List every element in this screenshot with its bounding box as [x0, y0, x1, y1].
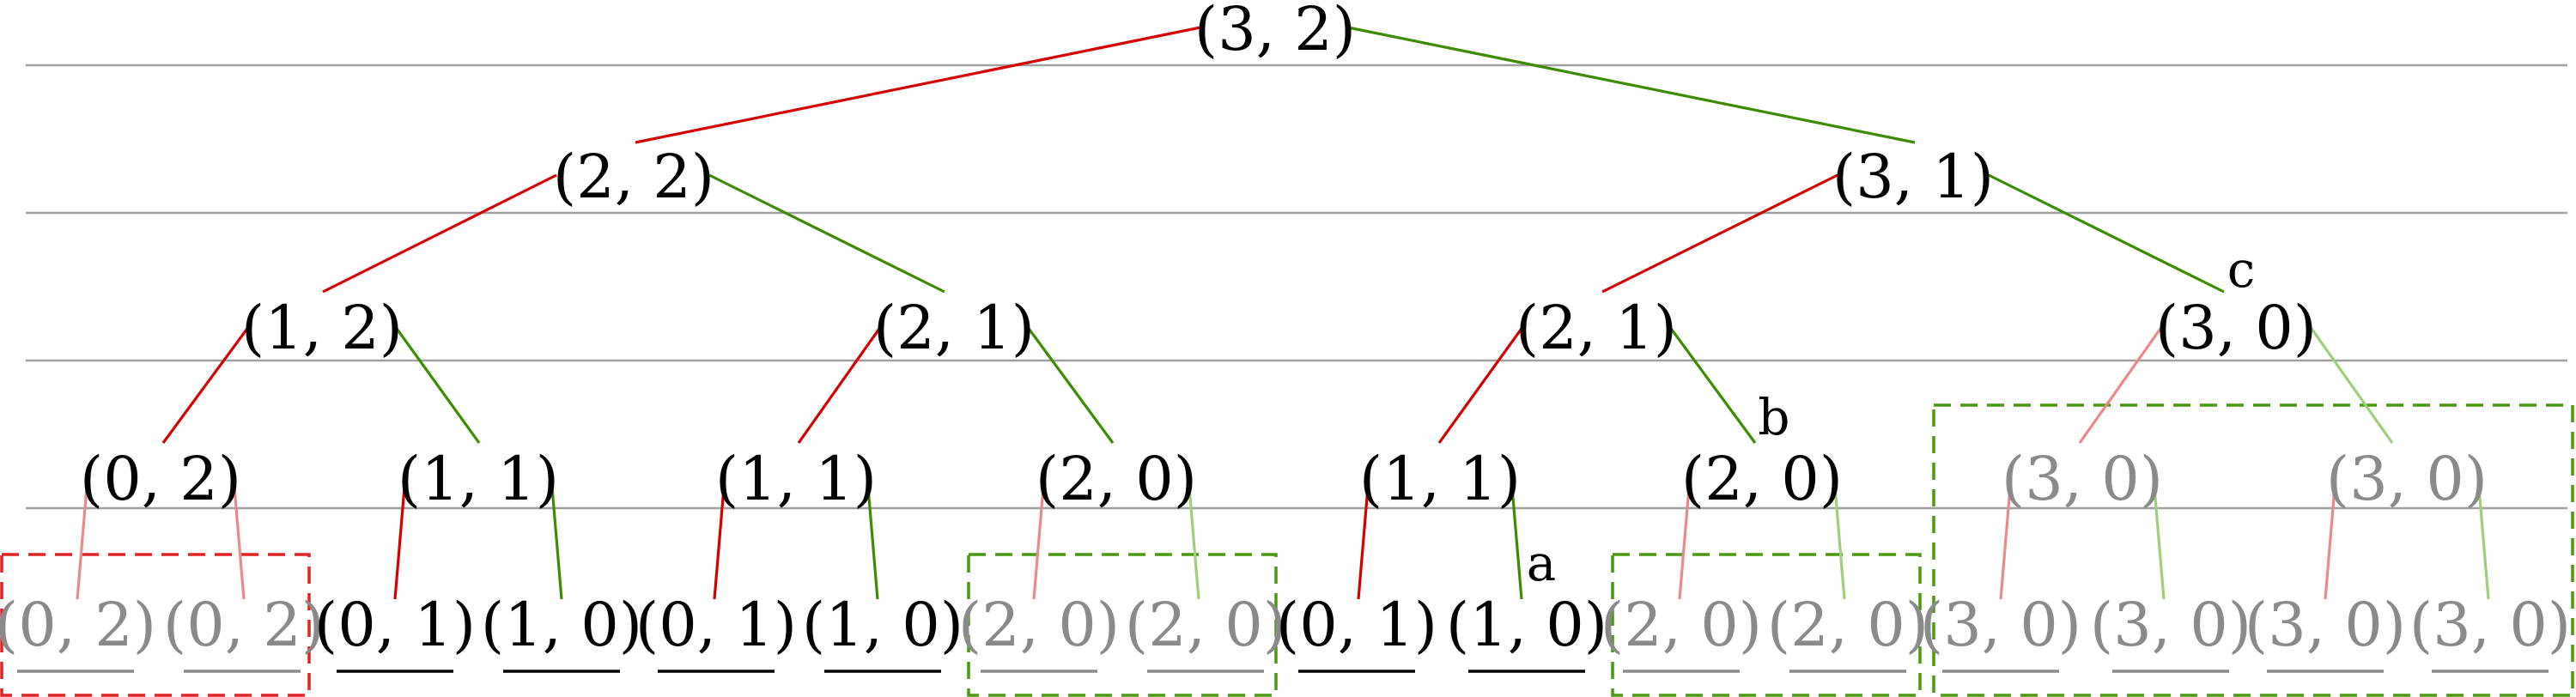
level-lines	[26, 64, 2567, 510]
node-l3-3: (2, 0)	[1036, 444, 1197, 514]
tree-nodes: (3, 2) (2, 2) (3, 1) (1, 2) (2, 1) (2, 1…	[0, 0, 2571, 660]
node-l4-9: (1, 0)	[1446, 590, 1607, 660]
node-l2-3: (3, 0)	[2155, 293, 2317, 363]
node-l4-8: (0, 1)	[1276, 590, 1437, 660]
label-b: b	[1758, 388, 1789, 446]
node-l3-0: (0, 2)	[80, 444, 241, 514]
edge-l3-4-right	[1510, 476, 1523, 600]
edge-l3-3-left	[1032, 476, 1046, 600]
green-dashed-box-2	[1611, 553, 1922, 697]
edge-l3-7-left	[2324, 476, 2337, 600]
edge-l2-1-right	[1025, 325, 1115, 444]
label-a: a	[1527, 534, 1557, 592]
dashed-boxes	[0, 403, 2574, 697]
edge-l3-5-right	[1832, 476, 1846, 600]
edge-l3-2-left	[713, 476, 726, 600]
node-l2-1: (2, 1)	[873, 293, 1035, 363]
node-l3-2: (1, 1)	[715, 444, 877, 514]
edge-l1-1-right	[1988, 173, 2225, 294]
node-l4-6: (2, 0)	[958, 590, 1120, 660]
node-l4-1: (0, 2)	[163, 590, 325, 660]
edge-root-right	[1347, 26, 1916, 144]
edges	[76, 26, 2490, 600]
edge-l3-1-right	[550, 476, 563, 600]
node-l2-0: (1, 2)	[241, 293, 403, 363]
edge-l1-1-left	[1601, 173, 1838, 294]
node-l4-4: (0, 1)	[635, 590, 797, 660]
node-l4-14: (3, 0)	[2245, 590, 2406, 660]
node-l4-12: (3, 0)	[1920, 590, 2081, 660]
node-l4-5: (1, 0)	[802, 590, 963, 660]
node-l1-1: (3, 1)	[1832, 142, 1994, 212]
edge-root-left	[635, 26, 1201, 144]
node-l4-0: (0, 2)	[0, 590, 156, 660]
node-l3-5: (2, 0)	[1681, 444, 1843, 514]
edge-l3-0-left	[76, 476, 89, 600]
node-l4-10: (2, 0)	[1601, 590, 1762, 660]
node-l3-1: (1, 1)	[398, 444, 559, 514]
edge-l3-7-right	[2476, 476, 2490, 600]
node-l4-3: (1, 0)	[481, 590, 642, 660]
node-l2-2: (2, 1)	[1516, 293, 1677, 363]
node-l3-4: (1, 1)	[1359, 444, 1521, 514]
edge-l2-0-right	[393, 325, 481, 444]
edge-l1-0-left	[322, 173, 557, 294]
edge-l3-2-right	[866, 476, 879, 600]
edge-l1-0-right	[708, 173, 945, 294]
edge-l3-1-left	[393, 476, 407, 600]
edge-l3-3-right	[1187, 476, 1200, 600]
edge-l3-4-left	[1357, 476, 1370, 600]
node-l4-2: (0, 1)	[314, 590, 476, 660]
edge-l2-0-left	[161, 325, 251, 444]
node-l1-0: (2, 2)	[553, 142, 714, 212]
edge-l2-2-left	[1437, 325, 1525, 444]
node-l4-15: (3, 0)	[2409, 590, 2571, 660]
edge-l2-3-left	[2078, 325, 2164, 444]
node-l3-7: (3, 0)	[2326, 444, 2488, 514]
edge-l3-6-left	[1999, 476, 2013, 600]
node-l4-13: (3, 0)	[2090, 590, 2251, 660]
node-l4-11: (2, 0)	[1767, 590, 1929, 660]
green-dashed-box-3	[1932, 403, 2574, 697]
annotation-labels: a b c	[1527, 240, 2256, 592]
edge-l3-0-right	[232, 476, 246, 600]
red-dashed-box	[0, 553, 311, 697]
edge-l2-3-right	[2308, 325, 2394, 444]
edge-l3-6-right	[2152, 476, 2166, 600]
node-l3-6: (3, 0)	[2002, 444, 2163, 514]
edge-l2-1-left	[797, 325, 883, 444]
green-dashed-box-1	[967, 553, 1278, 697]
node-root: (3, 2)	[1194, 0, 1356, 64]
edge-l3-5-left	[1678, 476, 1692, 600]
label-c: c	[2227, 240, 2255, 299]
node-l4-7: (2, 0)	[1125, 590, 1286, 660]
edge-l2-2-right	[1668, 325, 1757, 444]
